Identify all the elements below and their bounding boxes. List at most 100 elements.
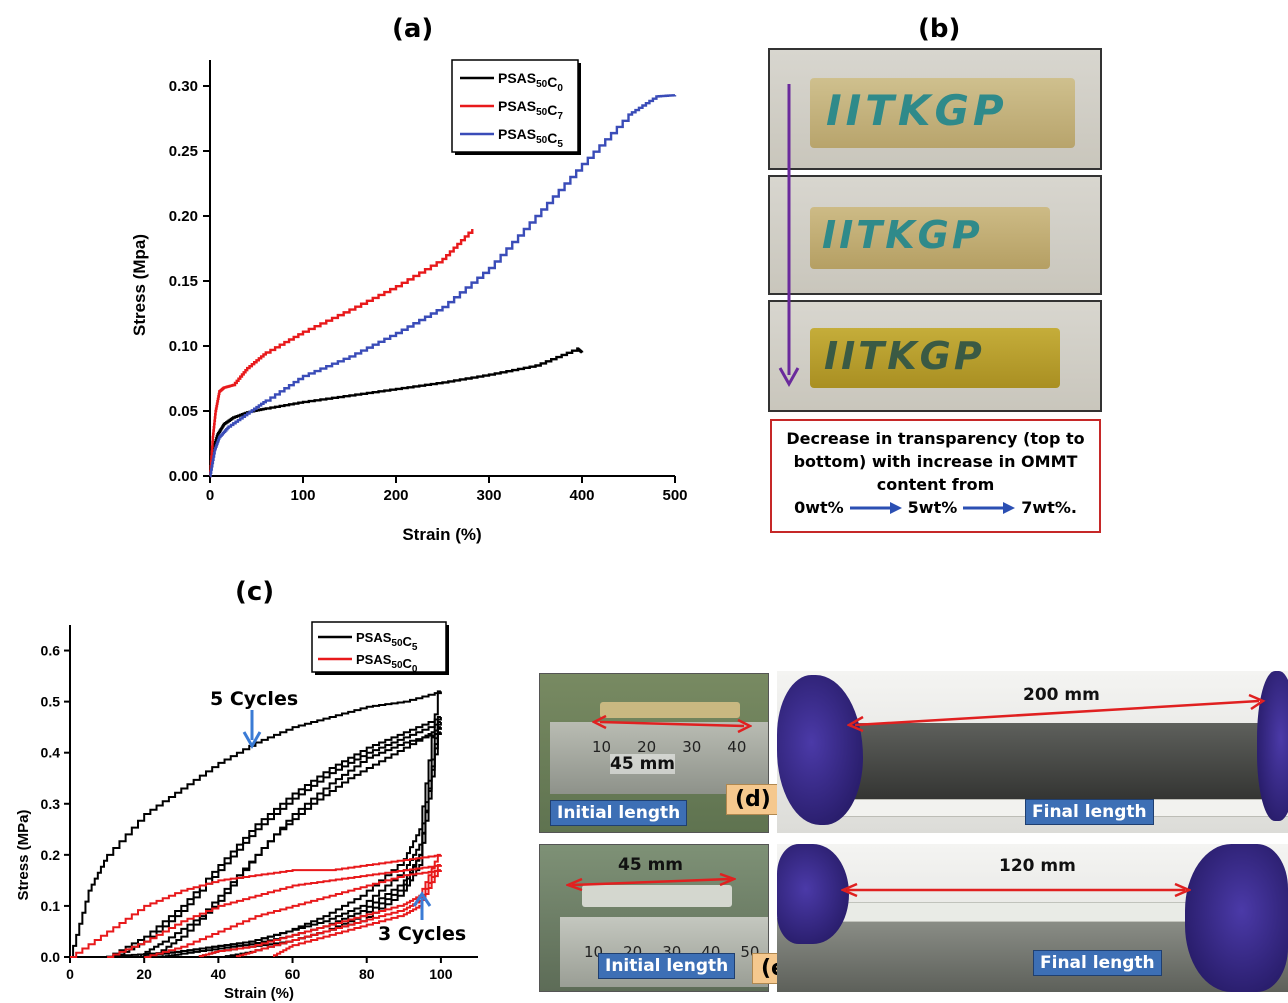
chart-c-series-PSAS50C5-load-1 [107, 716, 442, 958]
photo-e-initial-strip [582, 885, 732, 907]
chart-c-series-PSAS50C5-unload-2 [161, 721, 441, 958]
photo-d-initial: 10 20 30 40 45 mm Initial length [539, 673, 769, 833]
chart-c-series-PSAS50C5-load-0 [70, 691, 442, 958]
chart-a-y-tick-label: 0.05 [169, 403, 198, 420]
chart-a-y-tick-label: 0.25 [169, 143, 198, 160]
photo-e-initial-measure-arrow [566, 873, 736, 891]
caption-line-3: content from [876, 475, 995, 494]
chart-a-x-tick-label: 0 [206, 487, 214, 504]
photo-d-final: 200 mm Final length [777, 671, 1288, 833]
glove-right [1257, 671, 1288, 821]
caption-line-2: bottom) with increase in OMMT [793, 452, 1078, 471]
ruler-digit: 40 [727, 738, 747, 756]
photo-d-initial-label: Initial length [550, 800, 688, 826]
chart-c-x-tick-label: 60 [285, 966, 301, 982]
photo-e-initial-measure: 45 mm [618, 855, 684, 875]
annotation-3-cycles: 3 Cycles [378, 923, 466, 945]
chart-c-series-PSAS50C0-unload-0 [198, 853, 441, 958]
step-arrow-icon [849, 501, 902, 514]
sample-strip-bottom [810, 328, 1060, 388]
photo-e-final-measure: 120 mm [999, 856, 1076, 876]
chart-a-series-PSAS50C0 [209, 347, 584, 478]
chart-a-y-tick-label: 0.30 [169, 78, 198, 95]
chart-a-x-tick-label: 100 [290, 487, 315, 504]
legend-label: PSAS50C0 [498, 70, 563, 94]
photo-e-final-label: Final length [1033, 950, 1162, 976]
glove-right-e [1185, 844, 1288, 992]
photo-d-final-measure: 200 mm [1023, 685, 1100, 705]
glove-left [777, 675, 863, 825]
sample-text-middle: IITKGP [822, 213, 983, 257]
chart-c-x-tick-label: 40 [211, 966, 227, 982]
photo-e-final: 120 mm Final length [777, 844, 1288, 992]
step-arrow-icon [963, 501, 1016, 514]
caption-steps: 0wt% 5wt% 7wt%. [772, 496, 1099, 519]
step-2: 7wt%. [1021, 498, 1077, 517]
panel-c-letter: (c) [235, 577, 275, 607]
transparency-arrow-head [778, 367, 800, 388]
ruler-digit: 10 [592, 738, 612, 756]
chart-a-y-tick-label: 0.10 [169, 338, 198, 355]
chart-c-y-tick-label: 0.4 [41, 745, 61, 761]
sample-text-bottom: IITKGP [824, 334, 985, 378]
chart-a-y-tick-label: 0.20 [169, 208, 198, 225]
photo-d-final-measure-arrow [847, 693, 1266, 733]
legend-label: PSAS50C5 [498, 126, 563, 150]
legend-label: PSAS50C0 [356, 652, 418, 675]
chart-c-y-tick-label: 0.1 [41, 898, 61, 914]
chart-a-x-tick-label: 300 [476, 487, 501, 504]
glove-left-e [777, 844, 849, 944]
chart-c-x-tick-label: 20 [136, 966, 152, 982]
panel-a-letter: (a) [392, 14, 434, 44]
ruler-digit: 20 [637, 738, 657, 756]
chart-a-x-tick-label: 500 [662, 487, 687, 504]
chart-c-series-PSAS50C0-load-1 [107, 864, 442, 958]
chart-a-ylabel: Stress (Mpa) [130, 234, 149, 336]
legend-label: PSAS50C7 [498, 98, 563, 122]
chart-c-x-tick-label: 100 [429, 966, 453, 982]
panel-d-letter: (d) [726, 784, 780, 815]
legend-label: PSAS50C5 [356, 630, 418, 653]
photo-e-final-measure-arrow [841, 882, 1191, 898]
annotation-5-cycles: 5 Cycles [210, 688, 298, 710]
photo-d-initial-measure: 45 mm [610, 754, 676, 774]
chart-c-x-tick-label: 80 [359, 966, 375, 982]
chart-c-series-PSAS50C5-load-2 [114, 722, 442, 958]
panel-b-letter: (b) [918, 14, 961, 44]
chart-c-y-tick-label: 0.6 [41, 643, 61, 659]
transparency-arrow [778, 84, 800, 388]
chart-c-legend [311, 621, 447, 673]
chart-a-xlabel: Strain (%) [402, 525, 481, 544]
chart-c-y-tick-label: 0.0 [41, 949, 61, 965]
photo-d-final-ruler [817, 723, 1287, 808]
photo-e-initial: 10 20 30 40 50 45 mm Initial length [539, 844, 769, 992]
step-1: 5wt% [907, 498, 958, 517]
photo-d-final-label: Final length [1025, 799, 1154, 825]
caption-line-1: Decrease in transparency (top to [786, 429, 1085, 448]
photo-e-initial-label: Initial length [598, 953, 736, 979]
chart-c-ylabel: Stress (MPa) [15, 810, 32, 901]
photo-d-initial-measure-arrow [592, 714, 752, 734]
chart-c-series-PSAS50C5-load-4 [151, 732, 442, 958]
chart-a-y-tick-label: 0.15 [169, 273, 198, 290]
chart-c-series-PSAS50C0-load-0 [70, 854, 442, 958]
sample-photo-top: IITKGP [768, 48, 1102, 170]
transparency-caption: Decrease in transparency (top to bottom)… [770, 419, 1101, 533]
ruler-digit: 30 [682, 738, 702, 756]
chart-c-y-tick-label: 0.2 [41, 847, 61, 863]
sample-strip-middle [810, 207, 1050, 269]
chart-c-y-tick-label: 0.5 [41, 694, 61, 710]
sample-photo-middle: IITKGP [768, 175, 1102, 295]
chart-c-x-tick-label: 0 [66, 966, 74, 982]
annotation-3-cycles-arrow [412, 891, 432, 920]
chart-a-y-tick-label: 0.00 [169, 468, 198, 485]
step-0: 0wt% [794, 498, 844, 517]
chart-a-series-PSAS50C7 [209, 229, 474, 478]
photo-d-ruler-digits: 10 20 30 40 [592, 738, 746, 756]
chart-a-x-tick-label: 400 [569, 487, 594, 504]
chart-c-y-tick-label: 0.3 [41, 796, 61, 812]
chart-c-series-PSAS50C0-unload-1 [235, 864, 441, 958]
chart-a-x-tick-label: 200 [383, 487, 408, 504]
photo-e-final-strip [837, 902, 1199, 922]
chart-c-series-PSAS50C0-load-2 [144, 870, 442, 958]
